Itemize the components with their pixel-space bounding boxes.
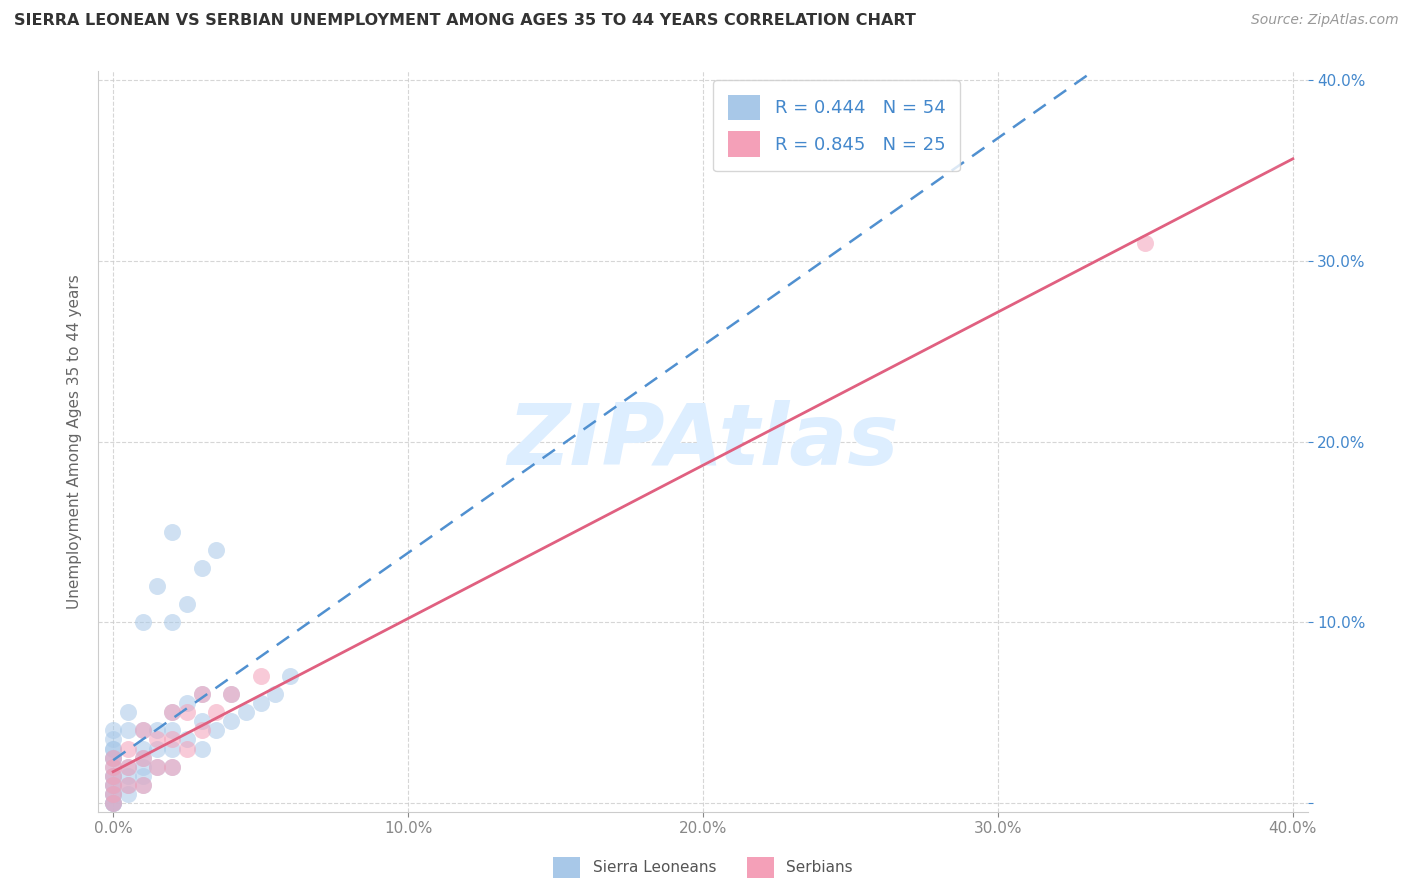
Point (101, 769, 124, 783)
Point (101, 741, 124, 756)
Point (235, 706, 257, 720)
Legend: Sierra Leoneans, Serbians: Sierra Leoneans, Serbians (547, 850, 859, 884)
Point (176, 741, 198, 756)
Point (101, 778, 124, 792)
Point (160, 706, 183, 720)
Text: Source: ZipAtlas.com: Source: ZipAtlas.com (1251, 13, 1399, 28)
Point (278, 669, 301, 683)
Point (190, 687, 212, 701)
Point (131, 741, 153, 756)
Point (101, 778, 124, 792)
Point (190, 723, 212, 738)
Point (160, 615, 183, 629)
Point (146, 759, 169, 773)
Point (101, 750, 124, 764)
Point (101, 723, 124, 738)
Point (160, 524, 183, 539)
Point (205, 723, 228, 738)
Point (101, 769, 124, 783)
Point (101, 769, 124, 783)
Text: SIERRA LEONEAN VS SERBIAN UNEMPLOYMENT AMONG AGES 35 TO 44 YEARS CORRELATION CHA: SIERRA LEONEAN VS SERBIAN UNEMPLOYMENT A… (14, 13, 915, 29)
Point (131, 769, 153, 783)
Point (101, 796, 124, 810)
Point (1135, 235, 1157, 250)
Point (117, 759, 139, 773)
Point (131, 615, 153, 629)
Point (101, 750, 124, 764)
Point (146, 732, 169, 747)
Point (101, 796, 124, 810)
Point (101, 787, 124, 801)
Point (117, 759, 139, 773)
Point (101, 787, 124, 801)
Point (205, 542, 228, 557)
Point (190, 714, 212, 729)
Point (146, 579, 169, 593)
Point (176, 732, 198, 747)
Point (101, 750, 124, 764)
Point (160, 732, 183, 747)
Point (117, 778, 139, 792)
Point (146, 759, 169, 773)
Point (131, 723, 153, 738)
Point (264, 687, 287, 701)
Point (131, 723, 153, 738)
Point (117, 706, 139, 720)
Text: ZIPAtlas: ZIPAtlas (508, 400, 898, 483)
Point (117, 769, 139, 783)
Point (117, 741, 139, 756)
Point (131, 750, 153, 764)
Point (146, 741, 169, 756)
Point (101, 796, 124, 810)
Point (176, 706, 198, 720)
Point (160, 741, 183, 756)
Point (160, 723, 183, 738)
Point (190, 741, 212, 756)
Point (101, 759, 124, 773)
Point (219, 714, 242, 729)
Point (117, 787, 139, 801)
Point (160, 759, 183, 773)
Point (176, 697, 198, 711)
Point (190, 561, 212, 575)
Point (117, 723, 139, 738)
Point (101, 778, 124, 792)
Point (101, 741, 124, 756)
Legend: R = 0.444   N = 54, R = 0.845   N = 25: R = 0.444 N = 54, R = 0.845 N = 25 (713, 80, 960, 171)
Point (101, 796, 124, 810)
Point (131, 750, 153, 764)
Point (131, 778, 153, 792)
Point (117, 778, 139, 792)
Point (190, 687, 212, 701)
Point (131, 778, 153, 792)
Point (101, 732, 124, 747)
Point (219, 687, 242, 701)
Point (146, 723, 169, 738)
Point (131, 759, 153, 773)
Point (176, 597, 198, 611)
Point (249, 697, 271, 711)
Y-axis label: Unemployment Among Ages 35 to 44 years: Unemployment Among Ages 35 to 44 years (66, 274, 82, 609)
Point (219, 687, 242, 701)
Point (160, 706, 183, 720)
Point (101, 759, 124, 773)
Point (101, 787, 124, 801)
Point (205, 706, 228, 720)
Point (249, 669, 271, 683)
Point (160, 759, 183, 773)
